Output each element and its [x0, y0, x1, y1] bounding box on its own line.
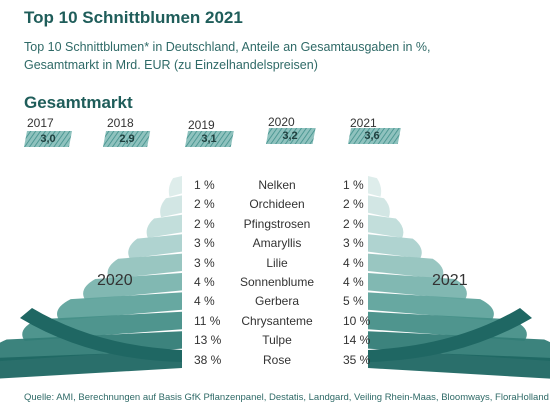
market-value-label: 2,9: [119, 133, 135, 145]
gesamtmarkt-heading: Gesamtmarkt: [24, 93, 133, 112]
share-2020-label: 38 %: [194, 352, 222, 367]
bar-2020: [160, 195, 182, 218]
share-2020-label: 3 %: [194, 255, 215, 270]
flower-name-label: Orchideen: [249, 197, 305, 212]
bar-2020: [57, 292, 183, 321]
share-2021-label: 2 %: [343, 197, 364, 212]
share-2020-label: 13 %: [194, 333, 222, 348]
bar-2021: [368, 176, 382, 197]
bar-2021: [368, 253, 444, 280]
page-subtitle: Top 10 Schnittblumen* in Deutschland, An…: [24, 38, 524, 74]
bar-2021: [368, 195, 390, 218]
share-2020-label: 3 %: [194, 236, 215, 251]
bar-2020: [107, 253, 182, 280]
rose-arc-2020: [20, 308, 182, 362]
flower-name-label: Amaryllis: [252, 236, 302, 251]
rose-arc-2021: [368, 308, 532, 362]
bar-2021: [368, 214, 404, 238]
bar-2021: [368, 292, 494, 321]
bar-2021: [368, 234, 422, 259]
market-year-label: 2020: [268, 115, 295, 129]
market-year-label: 2017: [27, 116, 54, 130]
flower-name-label: Rose: [262, 352, 291, 367]
share-2021-label: 10 %: [343, 313, 371, 328]
bar-2021: [368, 273, 467, 300]
share-2020-label: 4 %: [194, 275, 215, 289]
market-value-box: [185, 131, 234, 147]
bar-2020: [146, 214, 182, 238]
market-value-label: 3,0: [40, 133, 56, 145]
share-2021-label: 4 %: [343, 255, 364, 270]
flower-name-label: Sonnenblume: [239, 275, 315, 289]
market-year-label: 2018: [107, 116, 134, 130]
subtitle-line-1: Top 10 Schnittblumen* in Deutschland, An…: [24, 40, 431, 54]
market-year-label: 2019: [188, 118, 215, 132]
market-value-label: 3,1: [201, 133, 217, 145]
share-2021-label: 14 %: [343, 333, 371, 348]
share-2021-label: 2 %: [343, 216, 364, 231]
share-2020-label: 2 %: [194, 216, 215, 231]
bar-2020: [128, 234, 182, 259]
page-title: Top 10 Schnittblumen 2021: [24, 8, 243, 27]
share-2021-label: 3 %: [343, 236, 364, 251]
share-2020-label: 11 %: [194, 313, 221, 328]
share-2021-label: 1 %: [343, 178, 364, 192]
share-2020-label: 1 %: [194, 178, 215, 192]
share-2020-label: 2 %: [194, 197, 215, 212]
series-2021-label: 2021: [432, 272, 468, 289]
bar-2020: [168, 176, 182, 197]
flower-name-label: Lilie: [266, 255, 288, 270]
share-2020-label: 4 %: [194, 294, 215, 309]
share-2021-label: 35 %: [343, 352, 371, 367]
market-value-label: 3,6: [364, 130, 380, 142]
market-value-box: [24, 131, 72, 147]
source-note: Quelle: AMI, Berechnungen auf Basis GfK …: [24, 392, 549, 403]
share-2021-label: 5 %: [343, 294, 364, 309]
bar-2020: [83, 273, 182, 300]
share-2021-label: 4 %: [343, 275, 364, 289]
market-year-label: 2021: [350, 116, 377, 130]
flower-name-label: Pfingstrosen: [243, 216, 311, 231]
series-2020-label: 2020: [97, 272, 133, 289]
subtitle-line-2: Gesamtmarkt in Mrd. EUR (zu Einzelhandel…: [24, 58, 318, 72]
flower-name-label: Tulpe: [262, 333, 292, 348]
market-value-box: [348, 128, 401, 144]
flower-name-label: Nelken: [258, 178, 296, 192]
market-value-box: [266, 128, 316, 144]
market-value-label: 3,2: [282, 130, 298, 142]
flower-name-label: Gerbera: [254, 294, 300, 309]
market-value-box: [103, 131, 151, 147]
flower-name-label: Chrysanteme: [241, 313, 313, 328]
